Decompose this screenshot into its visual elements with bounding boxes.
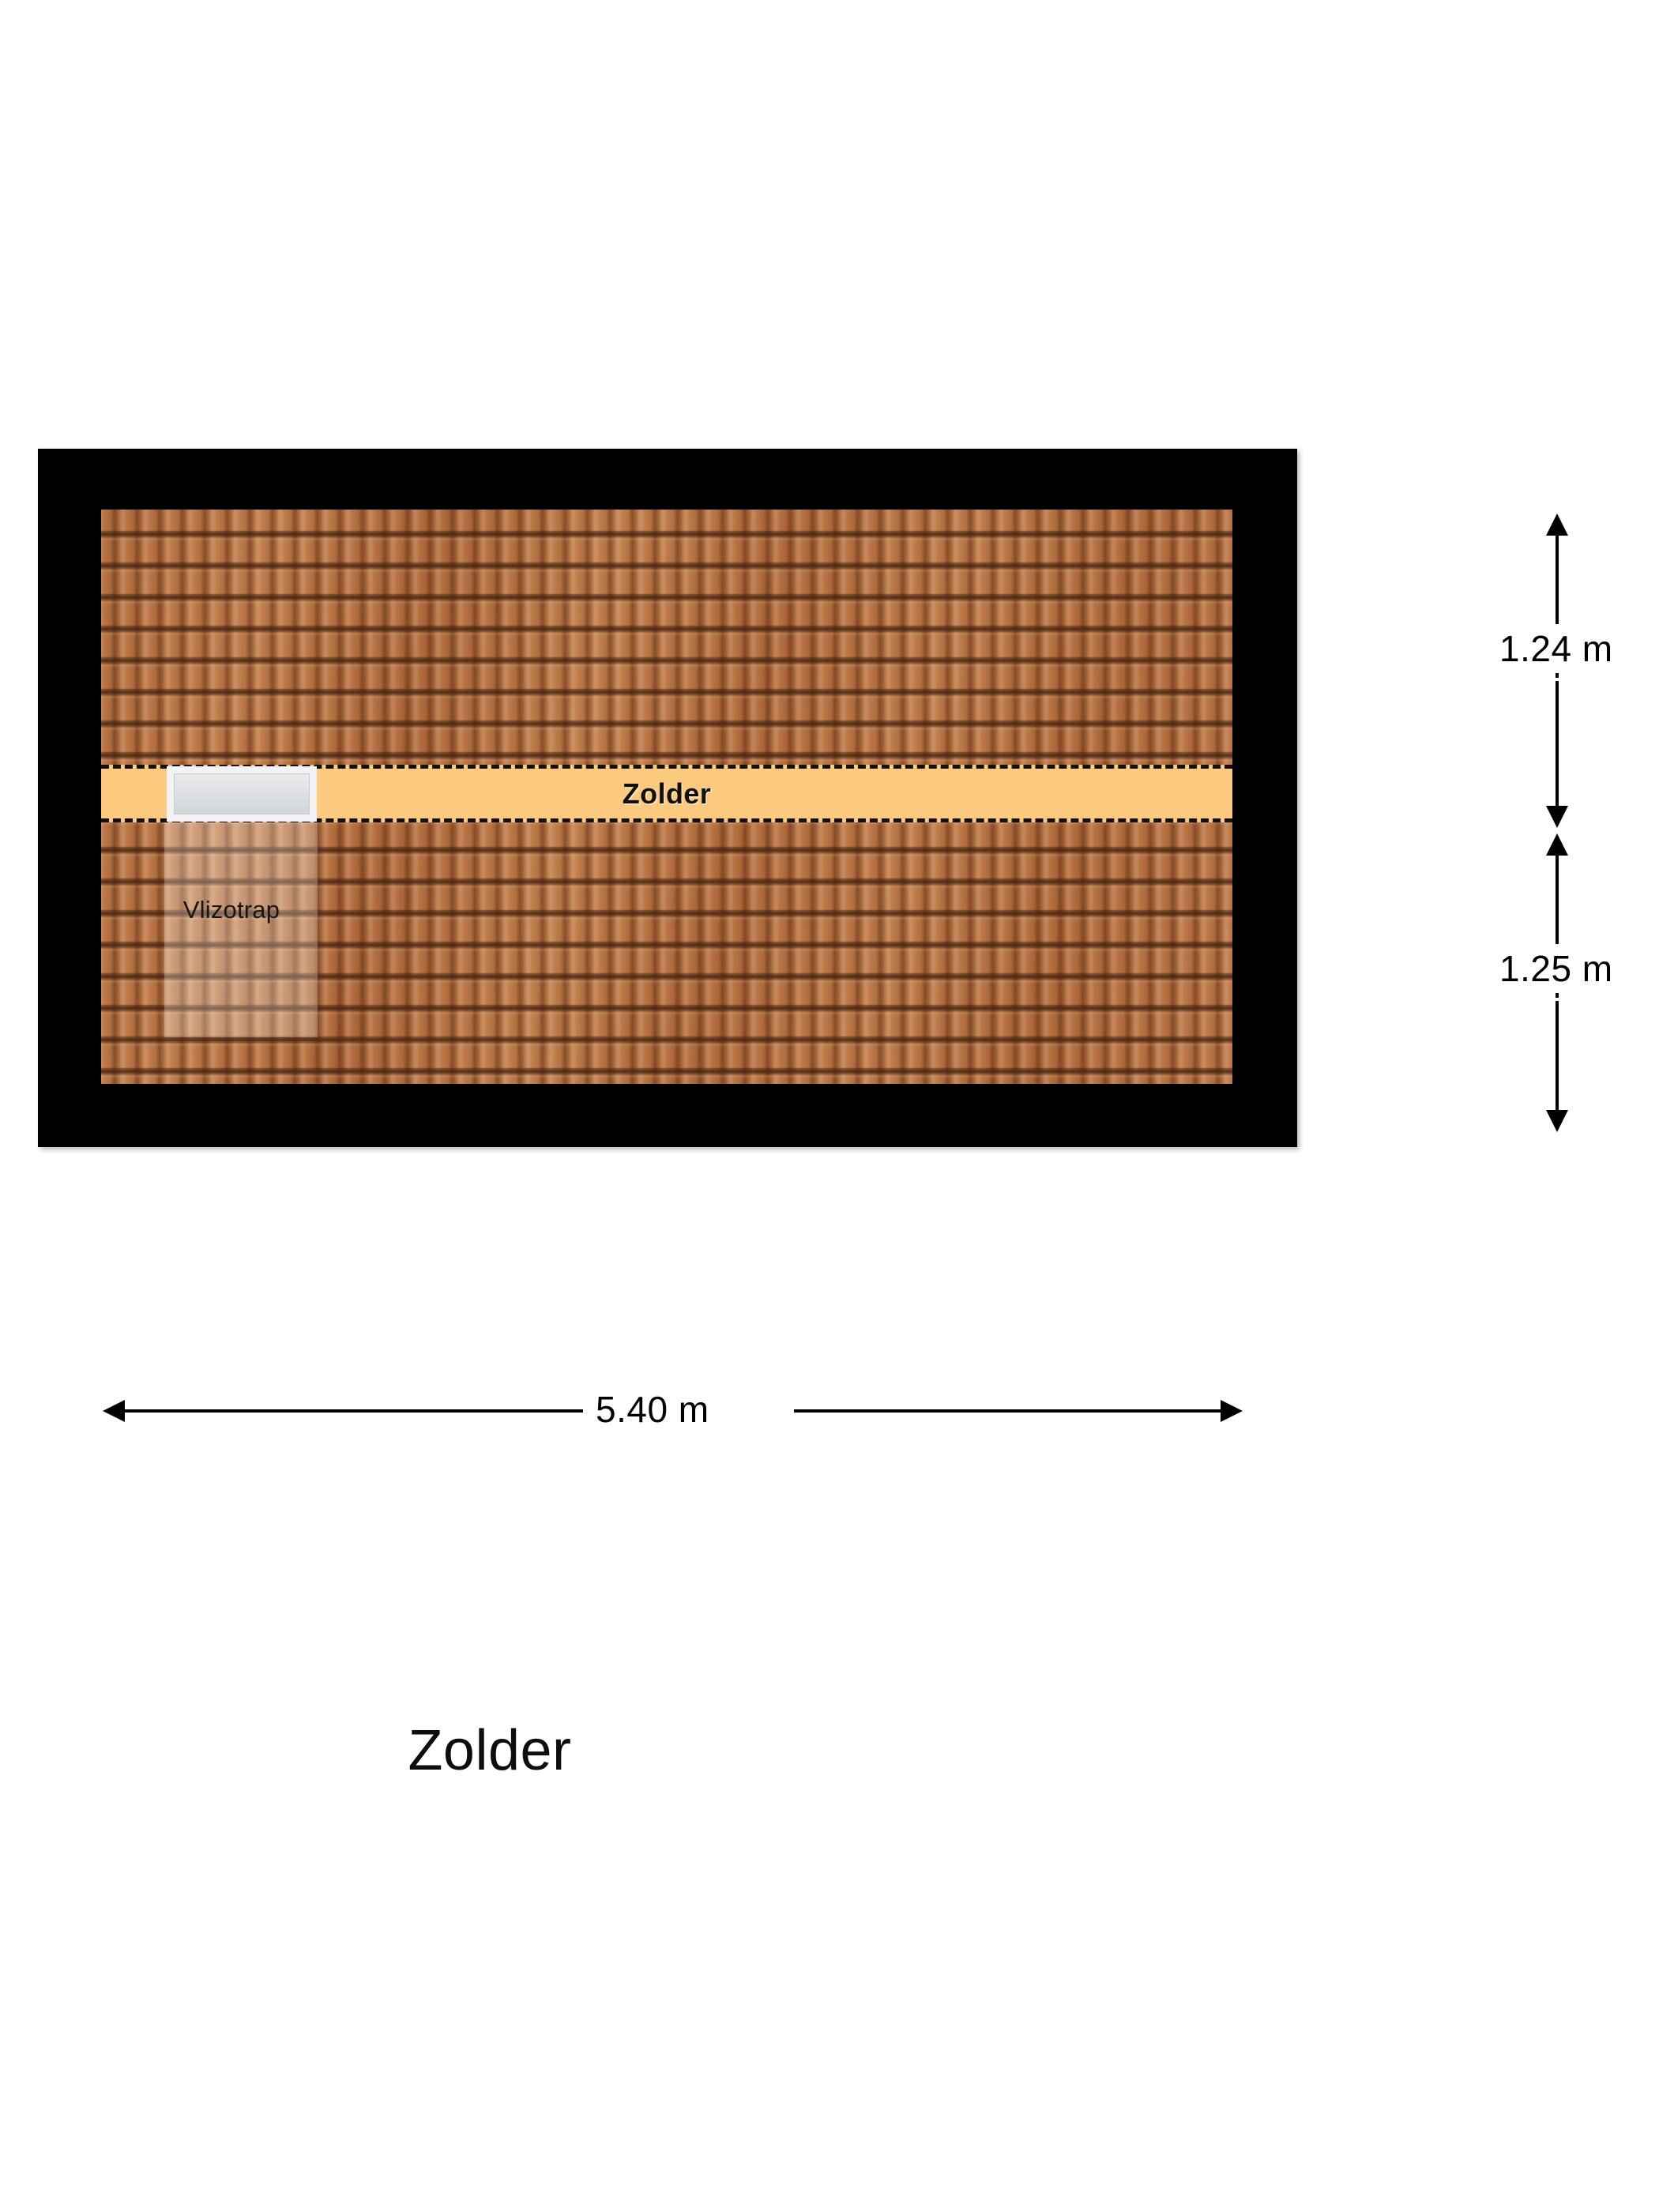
dim-width-line-left bbox=[125, 1409, 583, 1413]
dim-width-arrowhead-left bbox=[103, 1400, 125, 1422]
vlizotrap-zone-overlay bbox=[164, 822, 318, 1037]
dim-lower-arrowhead-bottom bbox=[1546, 1110, 1568, 1132]
vlizotrap-label: Vlizotrap bbox=[182, 896, 280, 924]
dim-label-height-upper: 1.24 m bbox=[1492, 624, 1621, 673]
dim-upper-line-top bbox=[1556, 534, 1559, 678]
dim-upper-line-bottom bbox=[1556, 681, 1559, 806]
dim-width-line-right bbox=[794, 1409, 1221, 1413]
dim-label-height-lower: 1.25 m bbox=[1492, 944, 1621, 993]
dim-lower-arrowhead-top bbox=[1546, 833, 1568, 856]
attic-hatch-opening bbox=[167, 766, 317, 822]
dim-label-width: 5.40 m bbox=[583, 1386, 722, 1432]
page-title: Zolder bbox=[408, 1719, 572, 1782]
dim-upper-arrowhead-bottom bbox=[1546, 806, 1568, 828]
dim-width-arrowhead-right bbox=[1221, 1400, 1243, 1422]
dim-lower-line-bottom bbox=[1556, 1001, 1559, 1110]
room-label-zolder: Zolder bbox=[622, 777, 712, 810]
dim-upper-arrowhead-top bbox=[1546, 514, 1568, 536]
dim-lower-line-top bbox=[1556, 854, 1559, 998]
